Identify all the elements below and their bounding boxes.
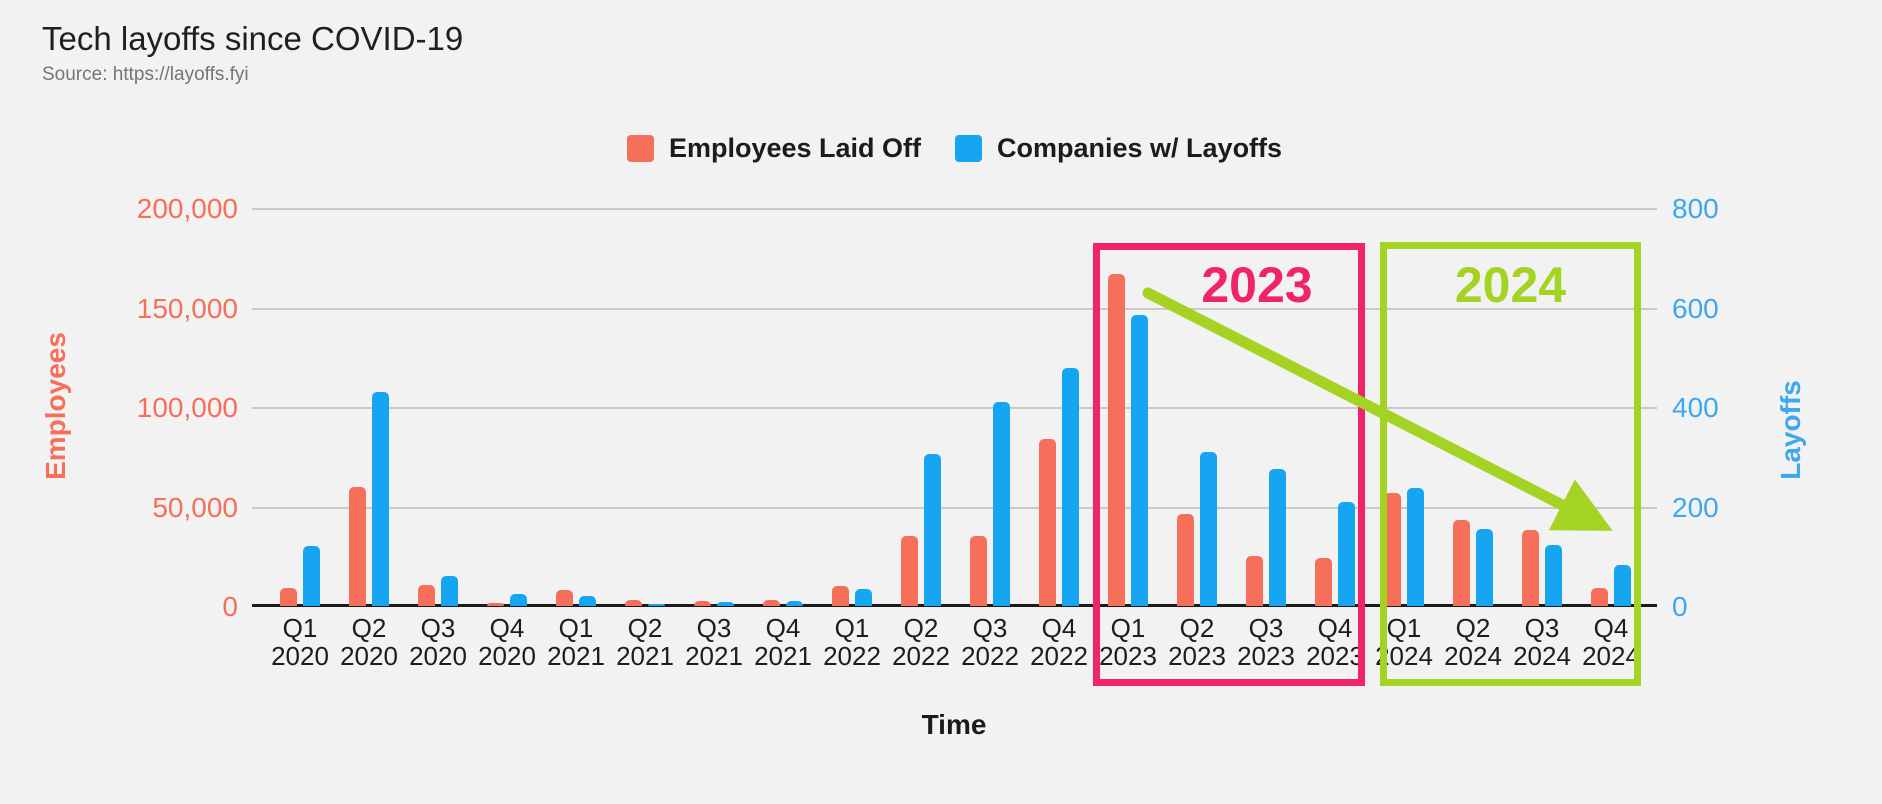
x-axis-tick-label: Q2 2022 <box>892 613 950 671</box>
bar-companies-w-layoffs-q4-2021[interactable] <box>786 601 803 606</box>
bar-employees-laid-off-q3-2021[interactable] <box>694 601 711 606</box>
x-axis-tick-label: Q3 2022 <box>961 613 1019 671</box>
bar-employees-laid-off-q4-2021[interactable] <box>763 600 780 606</box>
bar-employees-laid-off-q2-2023[interactable] <box>1177 514 1194 606</box>
legend-item-employees-laid-off: Employees Laid Off <box>626 133 921 164</box>
gridline <box>252 208 1657 210</box>
y-axis-tick-label: 100,000 <box>136 392 238 423</box>
plot-area <box>252 208 1657 607</box>
bar-employees-laid-off-q1-2022[interactable] <box>832 586 849 606</box>
bar-companies-w-layoffs-q1-2020[interactable] <box>303 546 320 606</box>
annotation-label-2024: 2024 <box>1454 257 1567 313</box>
bar-employees-laid-off-q1-2021[interactable] <box>556 590 573 606</box>
y-axis-right-title: Layoffs <box>1775 380 1806 480</box>
y-axis-tick-label: 50,000 <box>152 491 238 523</box>
legend-swatch <box>626 135 654 162</box>
y-axis-right-ticks: 800 600 400 200 0 <box>1672 193 1872 622</box>
bar-companies-w-layoffs-q4-2020[interactable] <box>510 594 527 606</box>
y-axis-tick-label: 200 <box>1672 491 1719 523</box>
gridline <box>252 407 1657 409</box>
bar-companies-w-layoffs-q3-2021[interactable] <box>717 602 734 606</box>
legend-label: Companies w/ Layoffs <box>997 133 1283 163</box>
bar-employees-laid-off-q4-2023[interactable] <box>1315 558 1332 606</box>
bar-employees-laid-off-q3-2020[interactable] <box>418 585 435 606</box>
bar-employees-laid-off-q4-2020[interactable] <box>487 603 504 606</box>
bar-employees-laid-off-q2-2024[interactable] <box>1453 520 1470 606</box>
bar-companies-w-layoffs-q4-2024[interactable] <box>1614 565 1631 606</box>
bar-companies-w-layoffs-q2-2024[interactable] <box>1476 529 1493 606</box>
y-axis-left-ticks: 200,000 150,000 100,000 50,000 0 <box>0 193 238 622</box>
y-axis-tick-label: 600 <box>1672 292 1719 324</box>
bar-employees-laid-off-q1-2024[interactable] <box>1384 493 1401 606</box>
x-axis-tick-label: Q1 2023 <box>1099 613 1157 671</box>
x-axis-tick-label: Q1 2022 <box>823 613 881 671</box>
bar-companies-w-layoffs-q4-2022[interactable] <box>1062 368 1079 606</box>
x-axis-tick-label: Q4 2024 <box>1582 613 1640 671</box>
bar-companies-w-layoffs-q2-2020[interactable] <box>372 392 389 606</box>
bar-companies-w-layoffs-q3-2024[interactable] <box>1545 545 1562 606</box>
x-axis-tick-label: Q3 2021 <box>685 613 743 671</box>
x-axis-tick-label: Q3 2020 <box>409 613 467 671</box>
bar-companies-w-layoffs-q3-2020[interactable] <box>441 576 458 606</box>
source-caption: Source: https://layoffs.fyi <box>42 64 249 85</box>
x-axis-tick-label: Q3 2024 <box>1513 613 1571 671</box>
x-axis-tick-label: Q4 2023 <box>1306 613 1364 671</box>
x-axis-title: Time <box>921 709 987 740</box>
bar-employees-laid-off-q4-2022[interactable] <box>1039 439 1056 606</box>
bar-companies-w-layoffs-q2-2021[interactable] <box>648 604 665 606</box>
bar-employees-laid-off-q3-2024[interactable] <box>1522 530 1539 606</box>
bar-companies-w-layoffs-q1-2022[interactable] <box>855 589 872 606</box>
x-axis-tick-label: Q2 2023 <box>1168 613 1226 671</box>
bar-employees-laid-off-q1-2023[interactable] <box>1108 274 1125 606</box>
x-axis-tick-label: Q4 2022 <box>1030 613 1088 671</box>
bar-companies-w-layoffs-q1-2021[interactable] <box>579 596 596 606</box>
x-axis-tick-label: Q4 2020 <box>478 613 536 671</box>
gridline <box>252 307 1657 310</box>
bar-employees-laid-off-q2-2021[interactable] <box>625 600 642 606</box>
legend-item-companies-w-layoffs: Companies w/ Layoffs <box>955 133 1282 164</box>
bar-companies-w-layoffs-q4-2023[interactable] <box>1338 502 1355 606</box>
y-axis-left-title: Employees <box>40 332 71 480</box>
x-axis-tick-label: Q4 2021 <box>754 613 812 671</box>
x-axis-tick-label: Q2 2024 <box>1444 613 1502 671</box>
bar-employees-laid-off-q1-2020[interactable] <box>280 588 297 606</box>
x-axis-tick-label: Q2 2020 <box>340 613 398 671</box>
x-axis-tick-label: Q2 2021 <box>616 613 674 671</box>
bar-employees-laid-off-q2-2022[interactable] <box>901 536 918 606</box>
x-axis-tick-label: Q1 2020 <box>271 613 329 671</box>
legend-label: Employees Laid Off <box>668 133 921 163</box>
x-axis-line <box>252 604 1657 607</box>
bar-companies-w-layoffs-q2-2022[interactable] <box>924 454 941 606</box>
y-axis-tick-label: 0 <box>1672 591 1688 622</box>
bar-employees-laid-off-q4-2024[interactable] <box>1591 588 1608 606</box>
legend-swatch <box>955 135 982 162</box>
y-axis-tick-label: 800 <box>1672 193 1719 224</box>
gridline <box>252 506 1657 509</box>
bar-employees-laid-off-q2-2020[interactable] <box>349 487 366 606</box>
y-axis-tick-label: 200,000 <box>136 193 238 224</box>
y-axis-tick-label: 150,000 <box>136 292 238 324</box>
bar-companies-w-layoffs-q1-2024[interactable] <box>1407 488 1424 606</box>
y-axis-tick-label: 400 <box>1672 392 1719 423</box>
annotation-label-2023: 2023 <box>1201 257 1313 313</box>
bar-employees-laid-off-q3-2023[interactable] <box>1246 556 1263 606</box>
y-axis-tick-label: 0 <box>222 591 238 622</box>
bar-employees-laid-off-q3-2022[interactable] <box>970 536 987 606</box>
bar-companies-w-layoffs-q3-2022[interactable] <box>993 402 1010 606</box>
page-title: Tech layoffs since COVID-19 <box>42 20 464 57</box>
legend: Employees Laid Off Companies w/ Layoffs <box>252 133 1657 164</box>
x-axis-tick-label: Q3 2023 <box>1237 613 1295 671</box>
x-axis-tick-label: Q1 2021 <box>547 613 605 671</box>
